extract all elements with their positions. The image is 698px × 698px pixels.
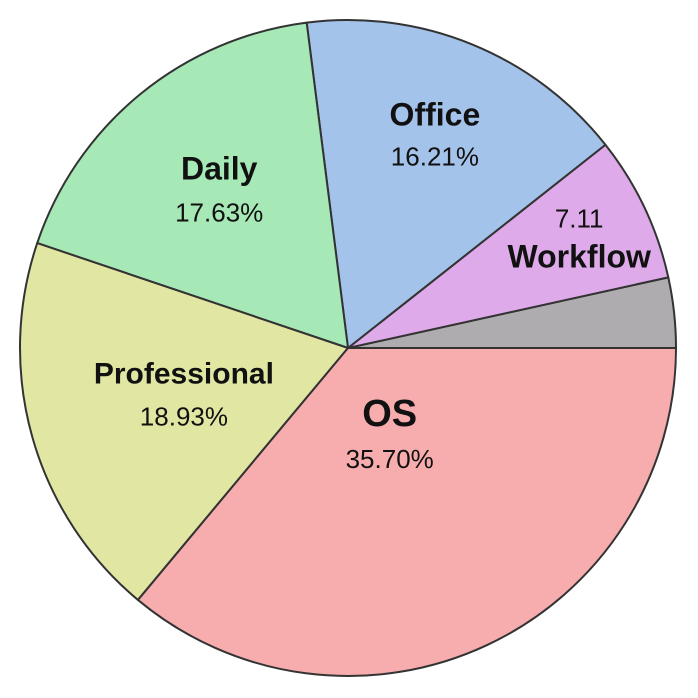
slices-layer bbox=[19, 19, 677, 677]
slice-label-office: Office bbox=[390, 97, 481, 133]
slice-label-workflow: Workflow bbox=[507, 238, 651, 274]
slice-value-workflow: 7.11 bbox=[555, 203, 604, 233]
pie-slice-daily bbox=[36, 21, 349, 349]
slice-value-os: 35.70% bbox=[346, 444, 434, 474]
labels-layer: 7.11 Workflow Office 16.21% Daily 17.63% Profe… bbox=[94, 97, 651, 475]
slice-value-professional: 18.93% bbox=[140, 401, 228, 431]
slice-value-office: 16.21% bbox=[391, 142, 479, 172]
pie-slice-professional bbox=[19, 242, 349, 601]
pie-slice-office bbox=[305, 19, 607, 349]
slice-label-os: OS bbox=[362, 393, 417, 435]
slice-value-daily: 17.63% bbox=[175, 198, 263, 228]
slice-label-daily: Daily bbox=[181, 151, 258, 187]
pie-slice-os bbox=[136, 347, 677, 677]
slice-label-professional: Professional bbox=[94, 357, 274, 390]
pie-slice-workflow bbox=[347, 143, 670, 349]
